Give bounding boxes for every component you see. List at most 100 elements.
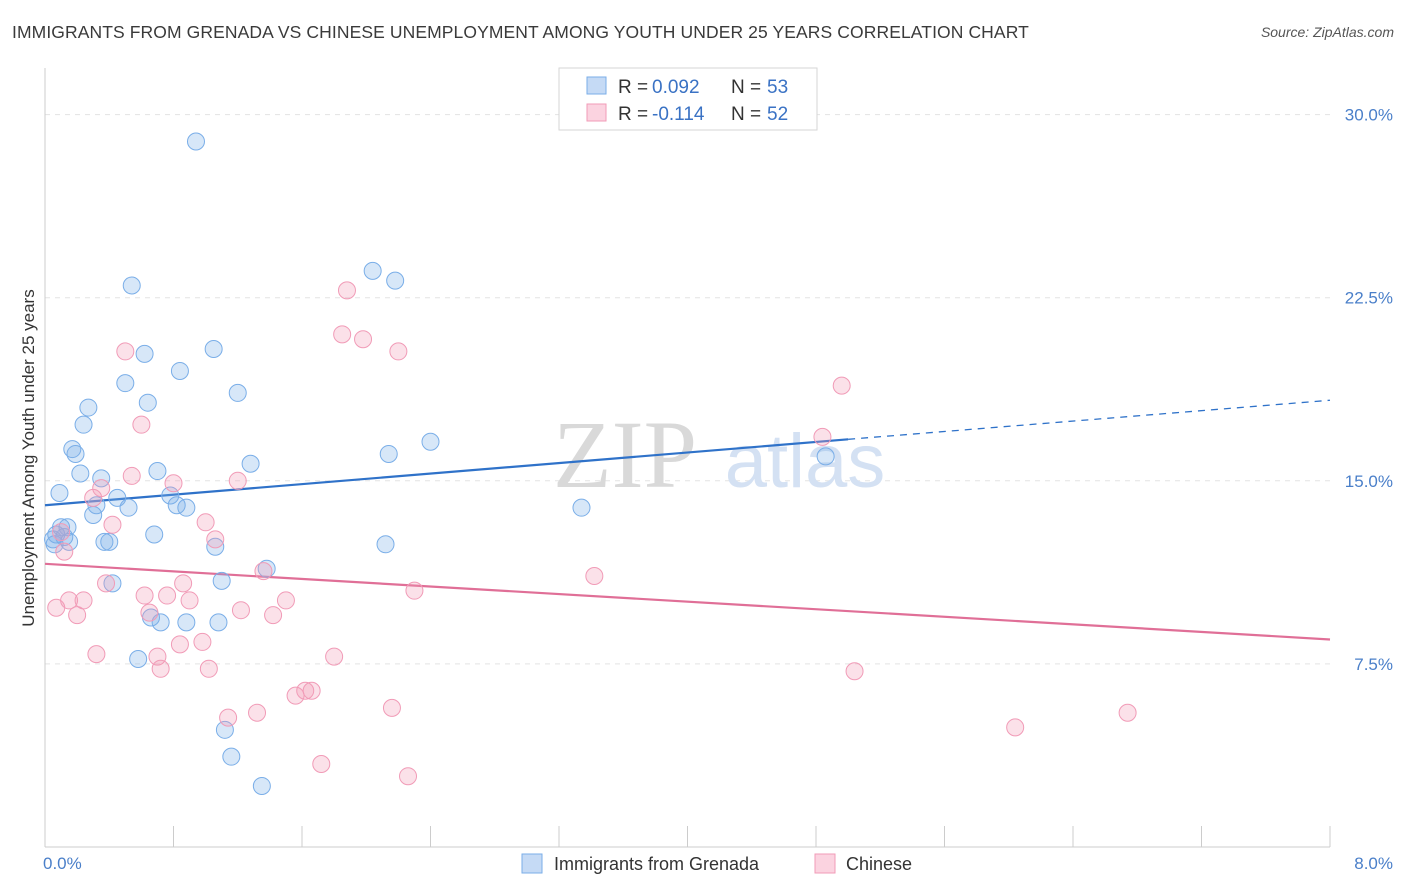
point-chinese-11 [116,342,135,361]
point-grenada-33 [177,613,196,632]
point-chinese-47 [813,427,832,446]
point-chinese-14 [135,586,154,605]
bottom-legend-swatch-chinese [814,853,836,874]
point-chinese-49 [845,662,864,681]
point-chinese-17 [151,659,170,678]
y-tick-labels: 7.5% 15.0% 22.5% 30.0% [1345,106,1393,674]
legend-r-label-1: R = [618,77,648,98]
chart-source: Source: ZipAtlas.com [1260,24,1394,40]
point-grenada-34 [186,132,205,151]
point-chinese-10 [103,515,122,534]
bottom-legend-label-grenada: Immigrants from Grenada [554,854,760,874]
point-grenada-42 [241,454,260,473]
y-tick-label-0: 7.5% [1354,655,1393,674]
point-chinese-46 [585,567,604,586]
point-chinese-20 [170,635,189,654]
point-grenada-11 [79,398,98,417]
x-tick-label-1: 8.0% [1354,854,1393,873]
point-chinese-9 [97,574,116,593]
point-grenada-23 [135,344,154,363]
point-chinese-12 [122,466,141,485]
point-grenada-31 [170,361,189,380]
point-chinese-22 [180,591,199,610]
point-chinese-19 [164,474,183,493]
point-chinese-1 [52,523,71,542]
legend-n-value-2: 52 [767,104,788,125]
axes [44,68,1331,848]
point-chinese-45 [405,581,424,600]
point-grenada-38 [212,571,231,590]
point-chinese-37 [312,754,331,773]
legend-r-value-1: 0.092 [652,77,700,98]
point-grenada-21 [122,276,141,295]
point-chinese-38 [325,647,344,666]
point-chinese-43 [389,342,408,361]
point-chinese-50 [1006,718,1025,737]
y-tick-label-2: 22.5% [1345,289,1393,308]
y-tick-label-1: 15.0% [1345,472,1393,491]
point-grenada-8 [66,444,85,463]
point-chinese-28 [228,471,247,490]
point-chinese-23 [193,632,212,651]
point-chinese-8 [92,479,111,498]
point-grenada-22 [129,650,148,669]
point-chinese-36 [302,681,321,700]
point-grenada-17 [103,574,122,593]
point-grenada-26 [145,525,164,544]
watermark-atlas: atlas [725,419,886,504]
trendline-grenada-extension [848,399,1331,440]
point-chinese-5 [74,591,93,610]
point-grenada-15 [95,532,114,551]
point-chinese-2 [55,542,74,561]
point-chinese-21 [174,574,193,593]
legend-r-value-2: -0.114 [652,104,705,125]
point-grenada-2 [50,484,69,503]
point-grenada-32 [177,498,196,517]
point-grenada-36 [206,537,225,556]
point-chinese-44 [399,767,418,786]
point-chinese-48 [832,376,851,395]
point-grenada-44 [257,559,276,578]
point-chinese-29 [231,601,250,620]
point-chinese-18 [158,586,177,605]
x-tick-label-0: 0.0% [43,854,82,873]
point-chinese-35 [296,681,315,700]
data-points [44,132,1137,795]
point-grenada-51 [816,447,835,466]
legend-r-label-2: R = [618,104,648,125]
bottom-legend-label-chinese: Chinese [846,854,912,874]
point-grenada-20 [119,498,138,517]
point-grenada-37 [209,613,228,632]
point-grenada-45 [363,261,382,280]
trendline-chinese [44,562,1331,641]
point-chinese-33 [276,591,295,610]
point-chinese-42 [382,698,401,717]
legend-bottom: Immigrants from Grenada Chinese [521,853,912,874]
legend-n-value-1: 53 [767,77,788,98]
legend-swatch-grenada [586,76,607,95]
point-chinese-27 [219,708,238,727]
point-chinese-51 [1118,703,1137,722]
point-grenada-35 [204,339,223,358]
point-grenada-43 [252,776,271,795]
point-chinese-3 [60,591,79,610]
point-grenada-24 [138,393,157,412]
point-chinese-25 [199,659,218,678]
y-axis-label: Unemployment Among Youth under 25 years [19,289,38,626]
point-chinese-34 [286,686,305,705]
point-chinese-39 [333,325,352,344]
point-grenada-14 [92,469,111,488]
point-chinese-32 [264,606,283,625]
legend-n-label-2: N = [731,104,761,125]
legend-top: R = 0.092 N = 53 R = -0.114 N = 52 [558,67,818,131]
point-grenada-48 [386,271,405,290]
point-grenada-47 [379,444,398,463]
point-grenada-4 [55,527,74,546]
point-grenada-10 [74,415,93,434]
point-grenada-40 [222,747,241,766]
chart-title: IMMIGRANTS FROM GRENADA VS CHINESE UNEMP… [12,22,1029,42]
point-grenada-16 [100,532,119,551]
point-chinese-7 [87,645,106,664]
y-tick-label-3: 30.0% [1345,106,1393,125]
